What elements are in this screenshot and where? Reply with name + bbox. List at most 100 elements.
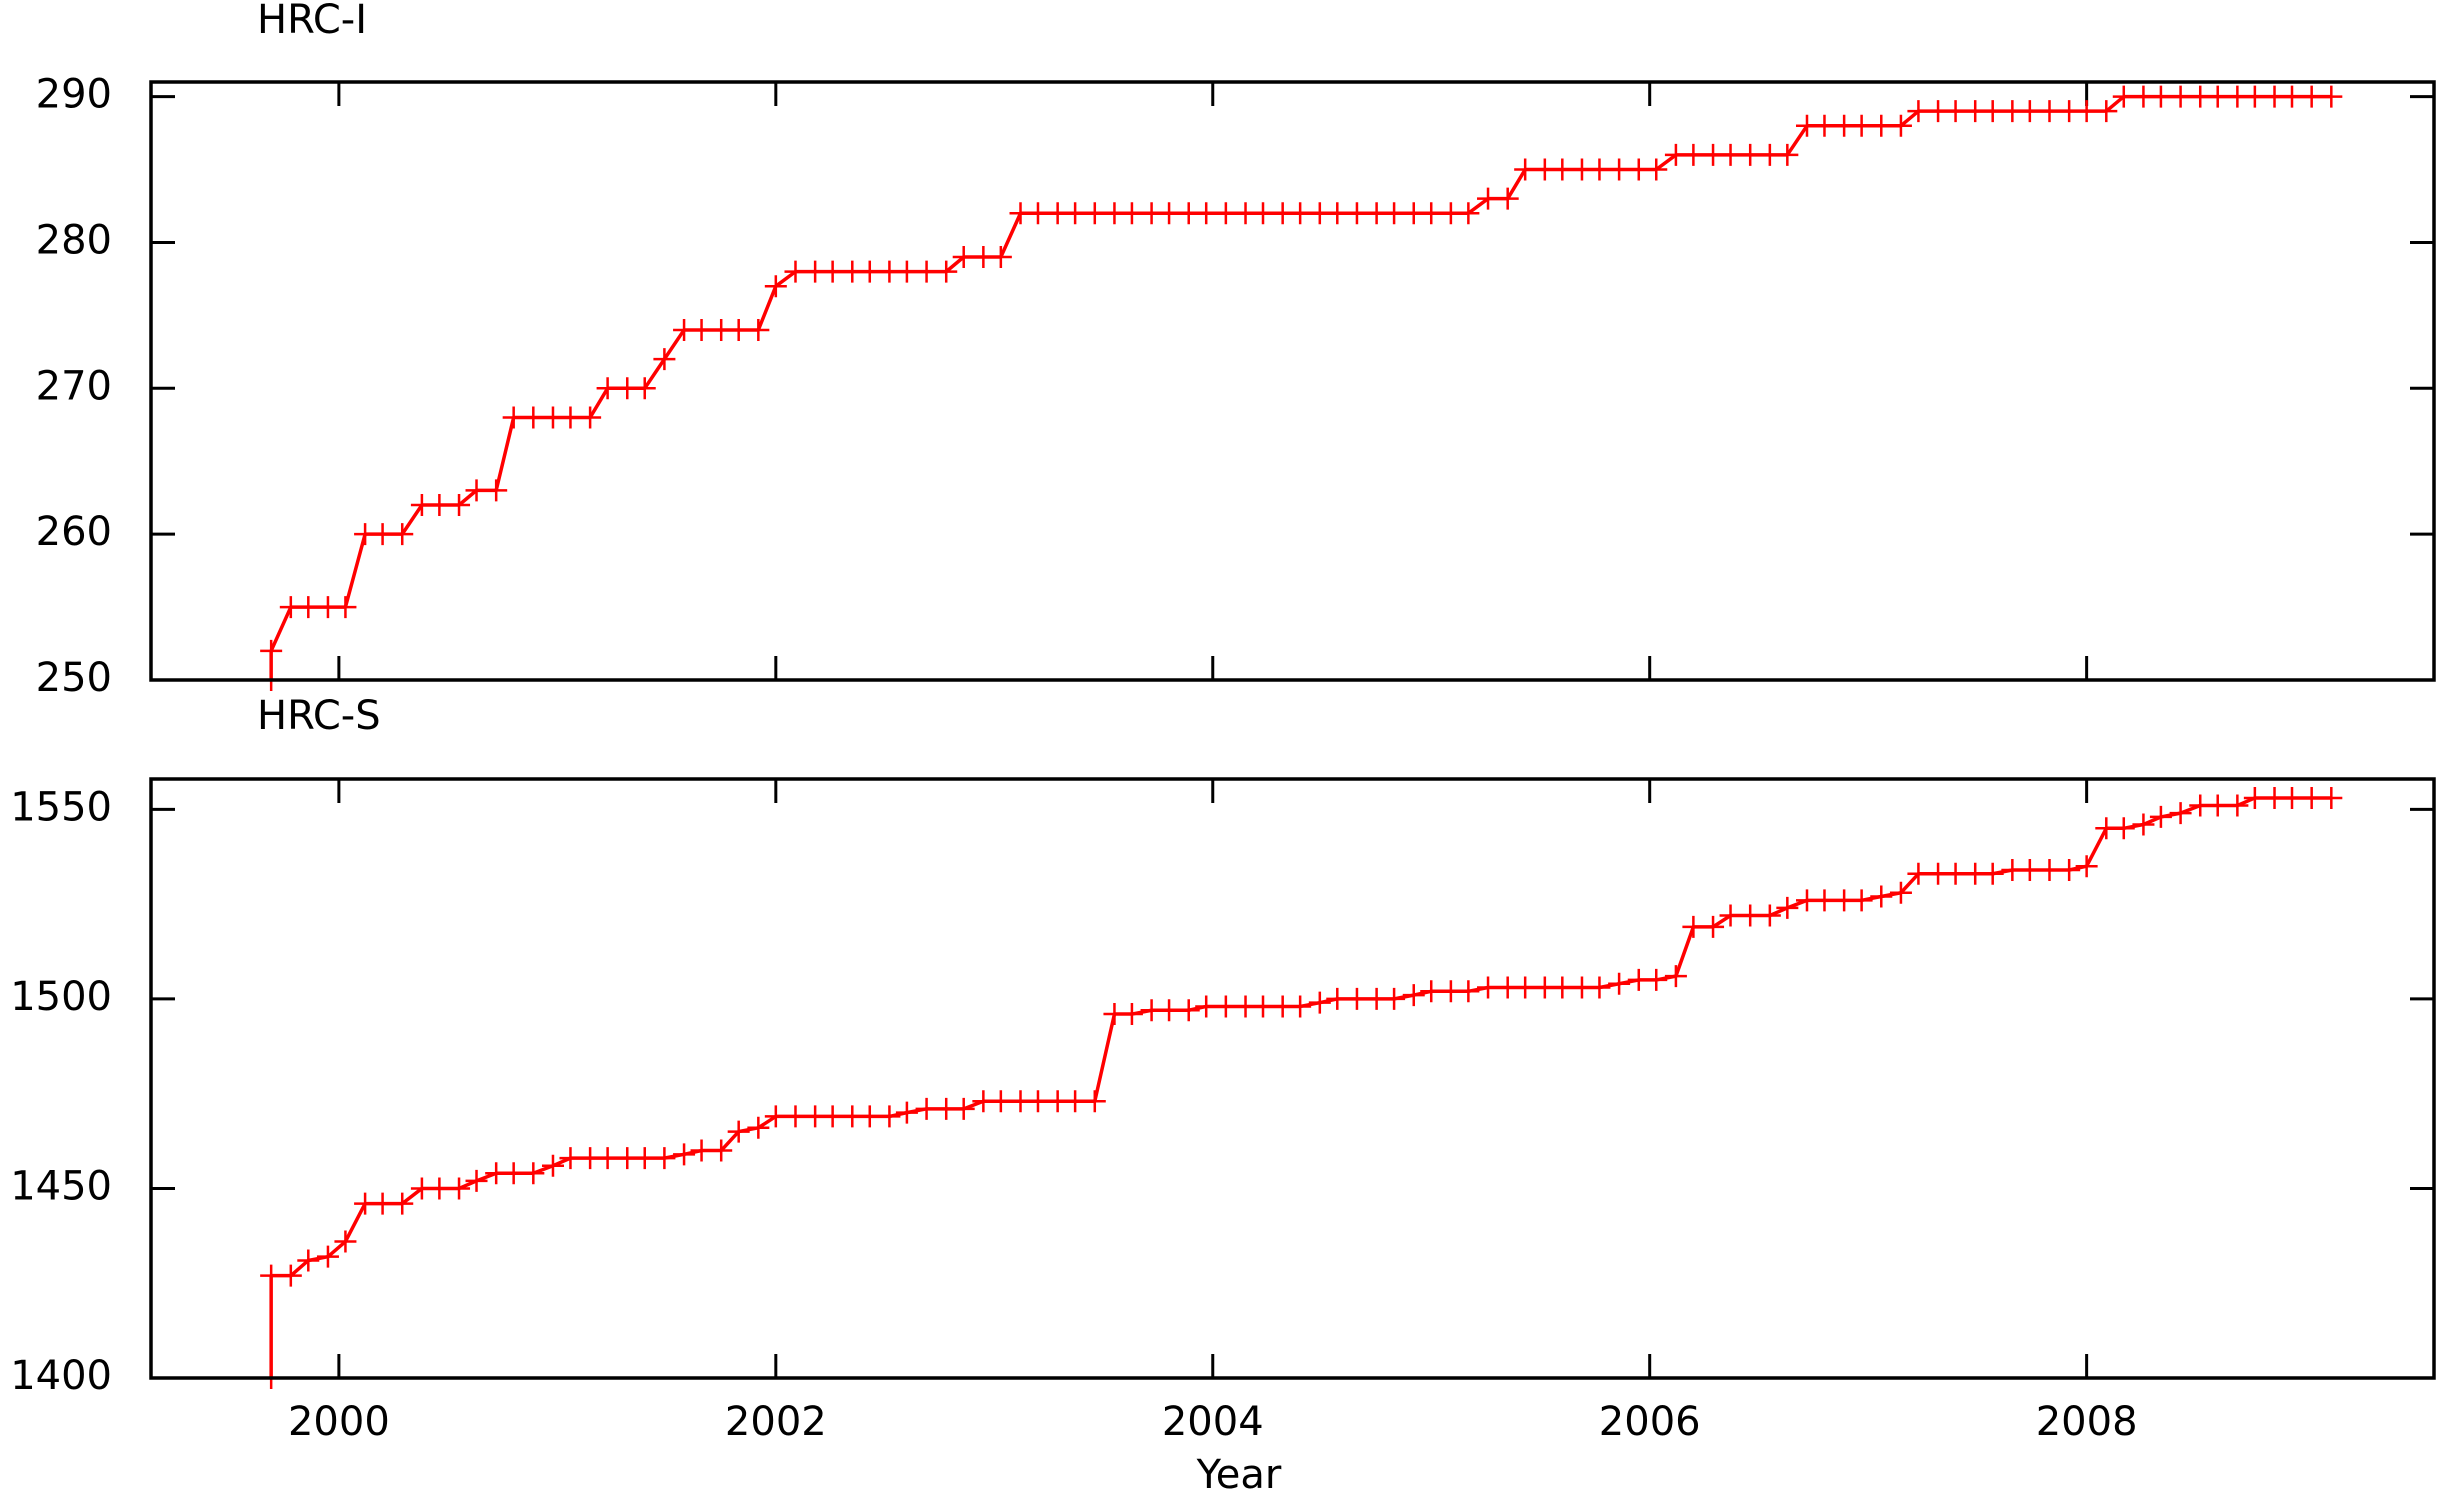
point-marker [1551,158,1574,181]
point-marker [1776,143,1799,166]
point-marker [858,260,881,283]
point-marker [2243,786,2266,809]
point-marker [1588,158,1611,181]
point-marker [2095,100,2118,123]
point-marker [1120,1003,1143,1026]
point-marker [522,1162,545,1185]
point-marker [1214,995,1237,1018]
point-marker [727,1120,750,1143]
point-marker [371,1192,394,1215]
point-marker [448,493,471,516]
point-marker [1645,968,1668,991]
point-marker [2320,85,2343,108]
panel-title: HRC-S [257,693,381,739]
point-marker [1083,202,1106,225]
point-marker [579,406,602,429]
point-marker [878,1105,901,1128]
point-marker [1120,202,1143,225]
point-marker [2058,858,2081,881]
point-marker [522,406,545,429]
point-marker [1158,999,1181,1022]
point-marker [391,523,414,546]
point-marker [915,1097,938,1120]
point-marker [727,318,750,341]
point-marker [2075,100,2098,123]
point-marker [747,318,770,341]
point-marker [1026,1090,1049,1113]
point-marker [821,1105,844,1128]
point-marker [1420,202,1443,225]
point-marker [428,493,451,516]
plot-frame [149,777,2436,1380]
point-marker [391,1192,414,1215]
point-marker [1608,158,1631,181]
point-marker [541,1154,564,1177]
point-marker [858,1105,881,1128]
panel-title: HRC-I [257,0,367,43]
point-marker [1177,999,1200,1022]
point-marker [1813,114,1836,137]
point-marker [1758,904,1781,927]
data-line [269,94,2332,680]
point-marker [2169,85,2192,108]
point-marker [784,1105,807,1128]
point-marker [1214,202,1237,225]
y-tick-label: 260 [36,509,112,555]
point-marker [1289,995,1312,1018]
point-marker [1608,972,1631,995]
point-marker [915,260,938,283]
point-marker [1682,915,1705,938]
y-tick-label: 270 [36,363,112,409]
point-marker [2281,786,2303,809]
point-marker [465,479,488,502]
point-marker [1719,904,1742,927]
x-tick-label: 2006 [1599,1399,1701,1445]
point-marker [1944,100,1967,123]
point-marker [334,596,357,619]
point-marker [2300,786,2323,809]
point-marker [297,596,320,619]
point-marker [502,1162,525,1185]
x-tick-label: 2004 [1162,1399,1264,1445]
point-marker [1457,202,1480,225]
point-marker [952,246,975,269]
point-marker [1813,889,1836,912]
point-marker [502,406,525,429]
point-marker [1889,114,1912,137]
point-marker [1383,987,1406,1010]
y-tick-label: 1400 [10,1353,112,1399]
point-marker [1981,862,2004,885]
point-marker [690,318,713,341]
point-marker [747,1116,770,1139]
point-marker [260,1264,283,1287]
x-tick-label: 2000 [288,1399,390,1445]
point-marker [2112,817,2135,840]
plot-frame [149,80,2436,682]
point-marker [1850,114,1873,137]
point-marker [653,348,676,371]
point-marker [1477,187,1500,210]
point-marker [2169,802,2192,825]
point-marker [1907,862,1930,885]
point-marker [989,246,1012,269]
point-marker [1702,915,1725,938]
point-marker [2300,85,2323,108]
point-marker [2149,805,2172,828]
point-marker [1195,995,1218,1018]
point-marker [559,1147,582,1170]
point-marker [1252,202,1275,225]
point-marker [2206,85,2229,108]
point-marker [1551,976,1574,999]
point-marker [1719,143,1742,166]
point-marker [1907,100,1930,123]
point-marker [465,1169,488,1192]
y-tick-label: 1500 [10,974,112,1020]
point-marker [559,406,582,429]
point-marker [673,1143,696,1166]
point-marker [1308,991,1331,1014]
x-tick-label: 2008 [2036,1399,2138,1445]
point-marker [2320,786,2343,809]
point-marker [2243,85,2266,108]
point-marker [279,1264,302,1287]
point-marker [633,1147,656,1170]
